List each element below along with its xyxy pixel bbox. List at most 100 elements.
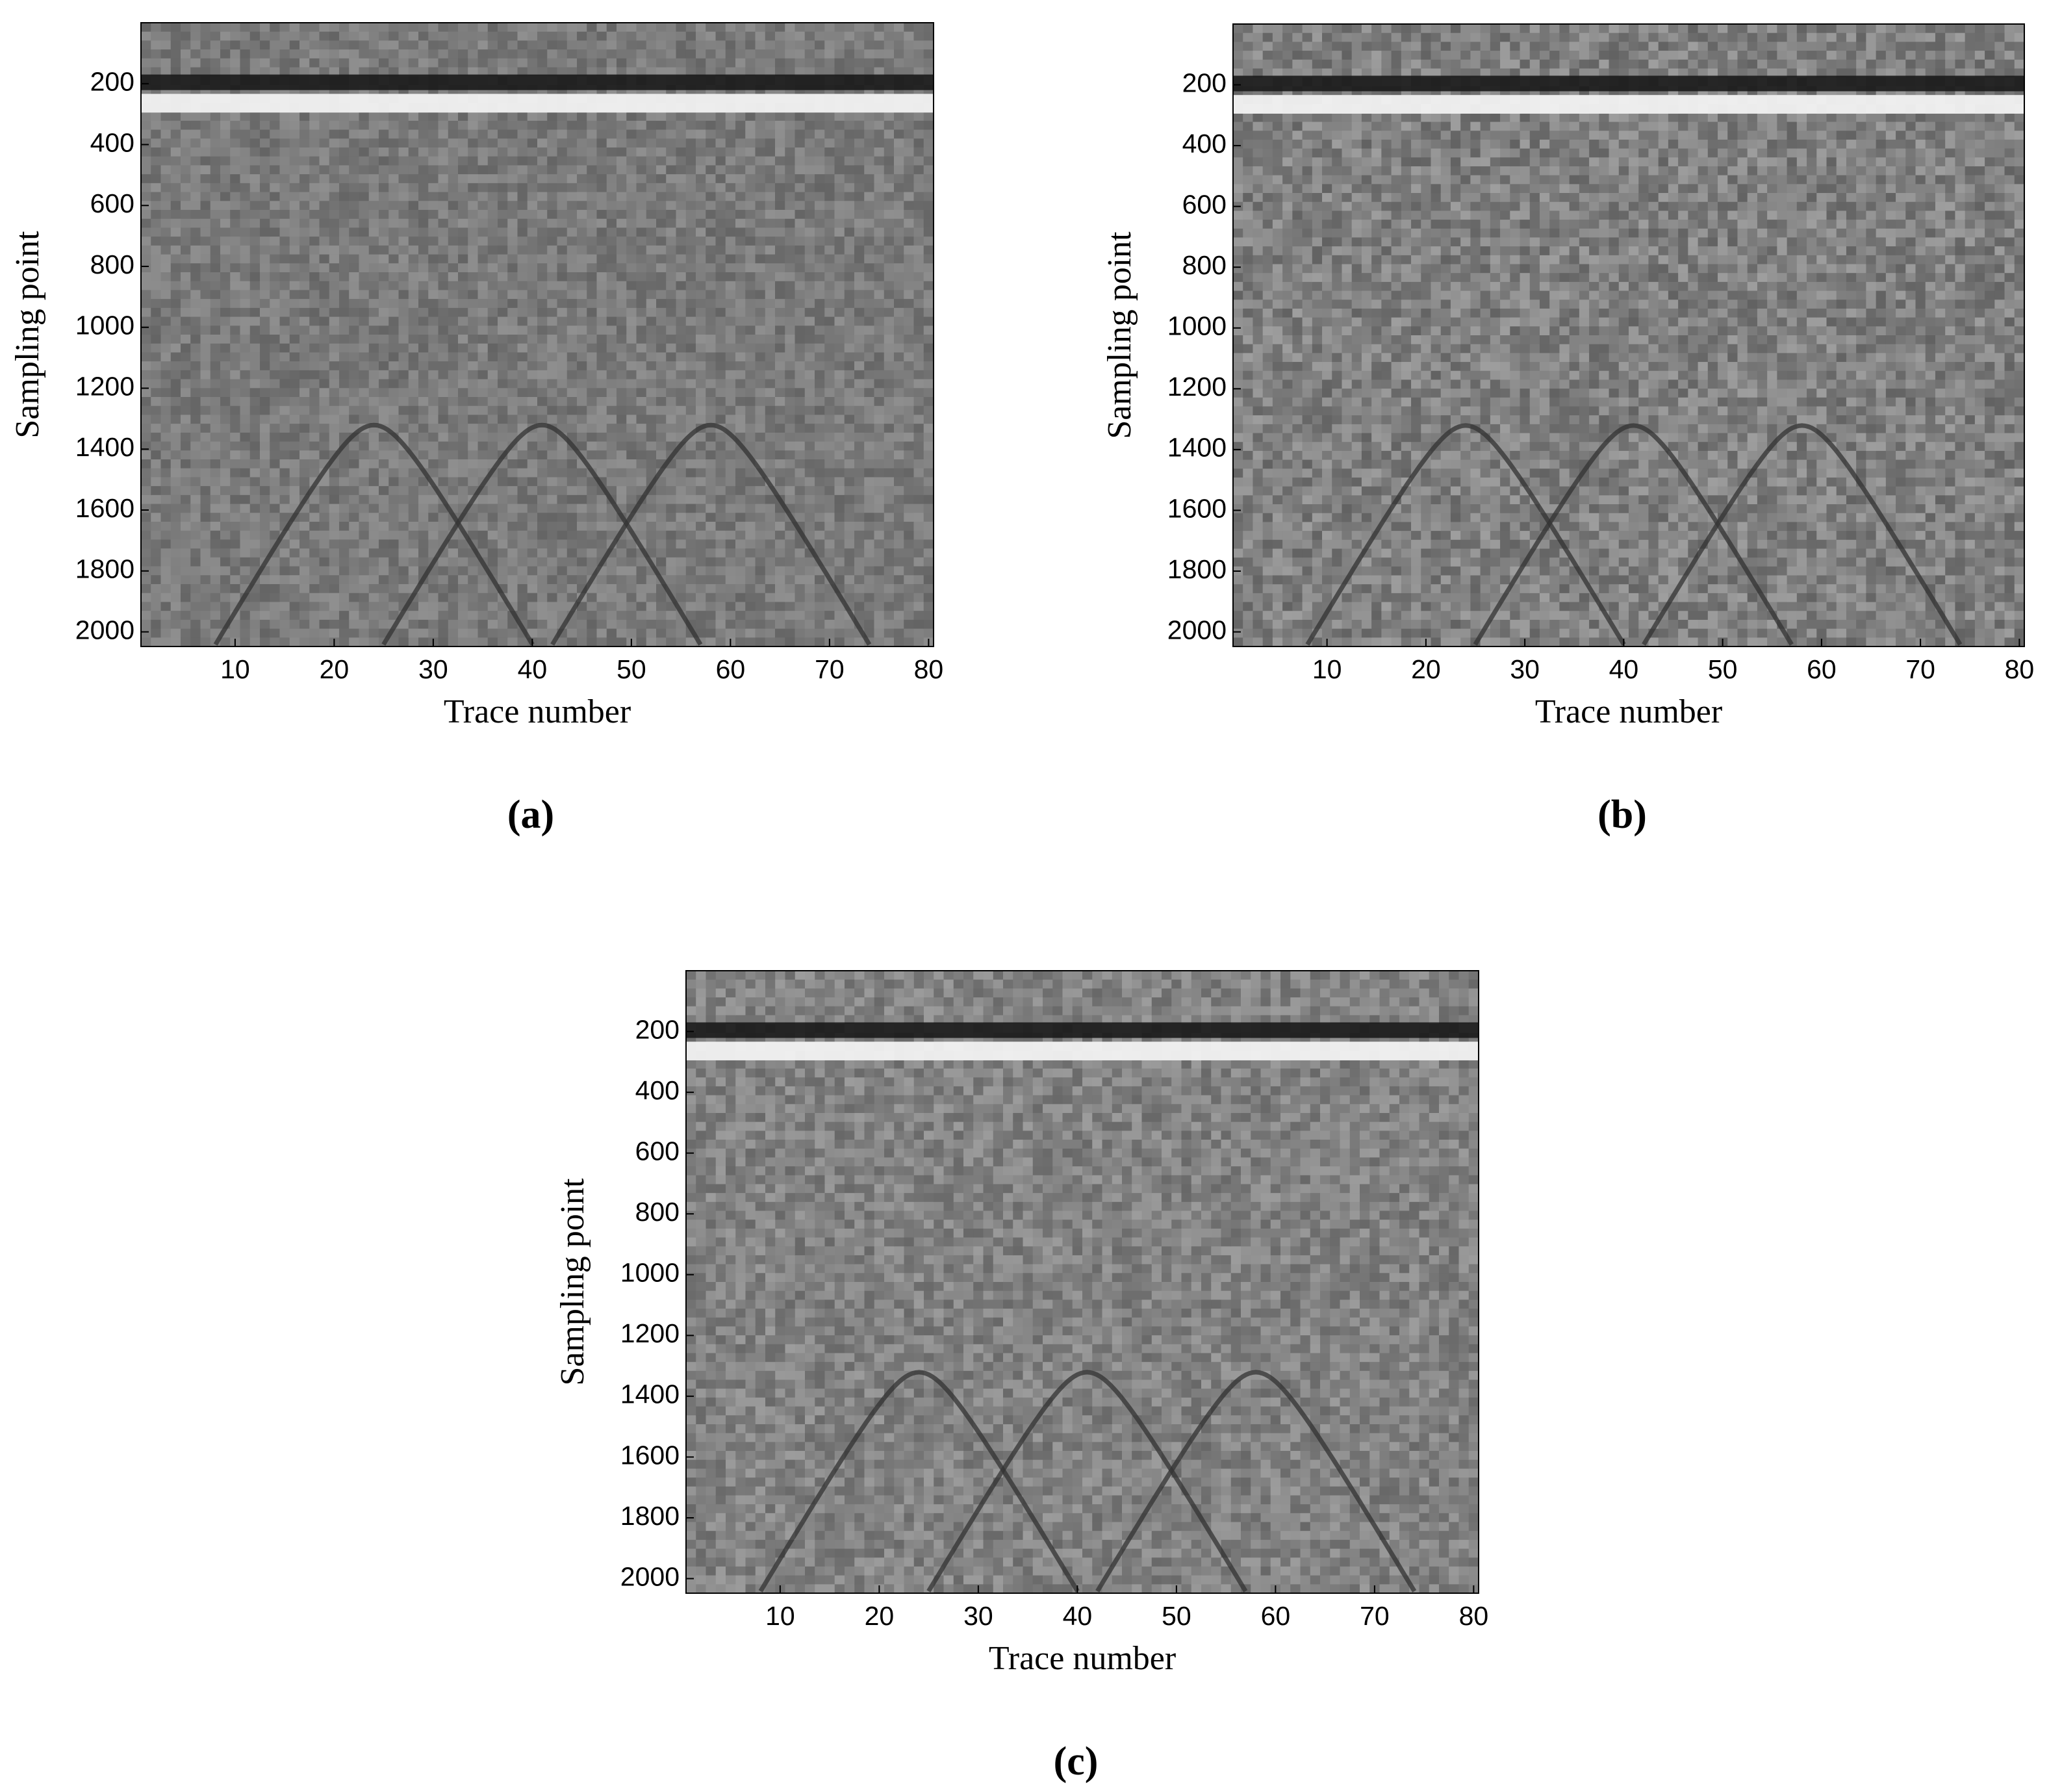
heatmap-cell (706, 602, 717, 611)
heatmap-cell (775, 539, 785, 549)
heatmap-cell (815, 388, 825, 398)
heatmap-cell (617, 566, 627, 576)
heatmap-cell (815, 513, 825, 522)
heatmap-cell (170, 459, 181, 469)
heatmap-cell (537, 602, 548, 611)
heatmap-cell (468, 441, 479, 451)
heatmap-cell (706, 504, 717, 513)
heatmap-cell (408, 49, 419, 59)
heatmap-cell (804, 405, 815, 416)
heatmap-cell (260, 530, 270, 541)
heatmap-cell (160, 343, 172, 353)
heatmap-cell (755, 388, 766, 398)
heatmap-cell (498, 156, 508, 166)
heatmap-cell (170, 593, 181, 603)
heatmap-cell (339, 307, 350, 318)
heatmap-cell (230, 129, 241, 139)
heatmap-cell (151, 593, 162, 603)
heatmap-cell (527, 450, 538, 460)
heatmap-cell (785, 548, 796, 558)
heatmap-cell (706, 343, 717, 353)
heatmap-cell (181, 201, 191, 211)
heatmap-cell (715, 459, 726, 469)
heatmap-cell (468, 379, 479, 389)
heatmap-cell (240, 201, 251, 211)
heatmap-cell (299, 379, 310, 389)
heatmap-cell (270, 281, 281, 291)
heatmap-cell (587, 192, 598, 201)
heatmap-cell (596, 504, 607, 513)
heatmap-cell (725, 237, 736, 246)
heatmap-cell (706, 352, 717, 362)
heatmap-cell (785, 299, 796, 309)
heatmap-cell (458, 335, 468, 344)
heatmap-cell (220, 584, 231, 594)
heatmap-cell (151, 316, 162, 326)
heatmap-cell (566, 156, 578, 166)
heatmap-cell (428, 459, 439, 469)
heatmap-cell (745, 138, 756, 148)
heatmap-cell (220, 237, 231, 246)
heatmap-cell (190, 486, 201, 496)
heatmap-cell (230, 210, 241, 220)
heatmap-cell (160, 450, 172, 460)
heatmap-cell (636, 522, 647, 531)
heatmap-cell (735, 494, 746, 505)
heatmap-cell (507, 58, 518, 68)
heatmap-cell (319, 593, 330, 603)
heatmap-cell (379, 31, 389, 42)
heatmap-cell (170, 210, 181, 220)
heatmap-cell (458, 397, 468, 407)
heatmap-cell (557, 326, 568, 335)
heatmap-cell (507, 307, 518, 318)
heatmap-cell (498, 415, 508, 424)
heatmap-cell (170, 611, 181, 621)
heatmap-cell (685, 192, 696, 201)
heatmap-cell (775, 210, 785, 220)
heatmap-cell (141, 192, 151, 201)
heatmap-cell (170, 335, 181, 344)
heatmap-cell (249, 227, 261, 237)
heatmap-cell (547, 120, 558, 131)
heatmap-cell (815, 23, 825, 32)
heatmap-cell (617, 539, 627, 549)
heatmap-cell (804, 183, 815, 193)
heatmap-cell (685, 335, 696, 344)
heatmap-cell (468, 272, 479, 282)
heatmap-cell (735, 218, 746, 229)
heatmap-cell (438, 513, 449, 522)
heatmap-cell (666, 352, 677, 362)
heatmap-cell (359, 31, 370, 42)
heatmap-cell (696, 477, 706, 487)
heatmap-cell (379, 272, 389, 282)
heatmap-cell (566, 201, 578, 211)
heatmap-cell (745, 272, 756, 282)
heatmap-cell (368, 290, 379, 300)
heatmap-cell (745, 245, 756, 255)
heatmap-cell (765, 31, 776, 42)
heatmap-cell (170, 388, 181, 398)
heatmap-cell (666, 441, 677, 451)
heatmap-cell (260, 361, 270, 371)
heatmap-cell (676, 67, 687, 77)
heatmap-cell (745, 415, 756, 424)
heatmap-cell (696, 432, 706, 442)
heatmap-cell (527, 557, 538, 567)
heatmap-cell (577, 58, 587, 68)
heatmap-cell (646, 272, 657, 282)
heatmap-cell (795, 611, 806, 621)
heatmap-cell (765, 405, 776, 416)
heatmap-cell (181, 584, 191, 594)
heatmap-cell (617, 619, 627, 630)
heatmap-cell (804, 450, 815, 460)
heatmap-cell (408, 218, 419, 229)
heatmap-cell (448, 575, 459, 585)
heatmap-cell (408, 637, 419, 647)
heatmap-cell (349, 539, 360, 549)
heatmap-cell (458, 49, 468, 59)
heatmap-cell (299, 522, 310, 531)
heatmap-cell (498, 58, 508, 68)
heatmap-cell (785, 388, 796, 398)
heatmap-cell (220, 522, 231, 531)
heatmap-cell (725, 494, 736, 505)
